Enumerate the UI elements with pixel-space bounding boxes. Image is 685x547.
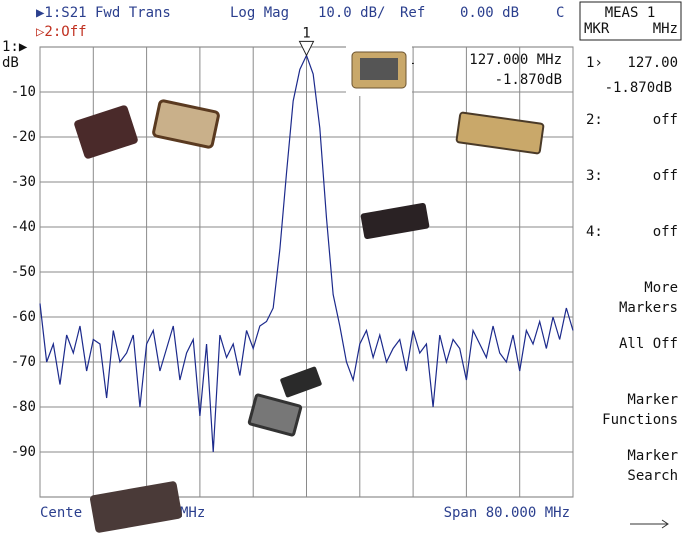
softkey[interactable]: off [653,224,678,240]
chip [455,111,545,155]
center-unit: MHz [180,505,205,521]
y-tick-label: -30 [11,174,36,190]
chip [152,99,220,149]
format: Log Mag [230,5,289,21]
softkey[interactable]: More [644,280,678,296]
softkey-unit: MHz [653,21,678,37]
y-tick-label: -60 [11,309,36,325]
softkey[interactable]: 1› [586,55,603,71]
flag: C [556,5,564,21]
chip-photos [74,44,545,533]
softkey[interactable]: off [653,112,678,128]
softkey-title: MEAS 1 [605,5,656,21]
y-tick-label: -10 [11,84,36,100]
trace2: ▷2:Off [36,24,87,40]
ref: Ref [400,5,425,21]
y-ref: 1:▶ [2,39,28,55]
softkey[interactable]: 3: [586,168,603,184]
softkey[interactable]: off [653,168,678,184]
chip [74,105,138,159]
softkey[interactable]: All Off [619,336,678,352]
span-label: Span 80.000 MHz [444,505,570,521]
softkey[interactable]: Functions [602,412,678,428]
softkey[interactable]: Marker [627,392,678,408]
softkey[interactable]: 4: [586,224,603,240]
softkey[interactable]: 127.00 [627,55,678,71]
chip [360,202,430,240]
y-tick-label: -20 [11,129,36,145]
marker-value: -1.870dB [495,72,562,88]
marker [298,40,315,57]
softkey[interactable]: 2: [586,112,603,128]
marker-freq: 127.000 MHz [469,52,562,68]
chip [90,481,182,533]
center-label: Cente [40,505,82,521]
y-tick-label: -70 [11,354,36,370]
softkey[interactable]: Search [627,468,678,484]
chip [280,366,322,398]
ref-value: 0.00 dB [460,5,519,21]
softkey-mkr: MKR [584,21,610,37]
softkey[interactable]: -1.870dB [605,80,672,96]
y-tick-label: -80 [11,399,36,415]
softkey[interactable]: Marker [627,448,678,464]
marker-label: 1 [302,25,310,41]
y-unit: dB [2,55,19,71]
y-tick-label: -50 [11,264,36,280]
y-tick-label: -40 [11,219,36,235]
chip [247,393,303,437]
y-tick-label: -90 [11,444,36,460]
softkey[interactable]: Markers [619,300,678,316]
softkey-title-box [579,1,682,41]
scale: 10.0 dB/ [318,5,385,21]
trace1: ▶1:S21 Fwd Trans [36,5,171,21]
next-arrow[interactable] [630,519,669,529]
chip-die [360,58,398,80]
